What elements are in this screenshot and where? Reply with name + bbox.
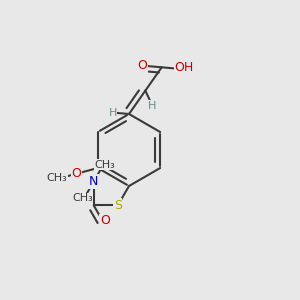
Text: O: O — [100, 214, 110, 227]
Text: H: H — [148, 100, 157, 111]
Text: CH₃: CH₃ — [94, 160, 116, 170]
Text: N: N — [89, 175, 98, 188]
Text: H: H — [108, 108, 117, 118]
Text: CH₃: CH₃ — [72, 194, 93, 203]
Text: CH₃: CH₃ — [47, 173, 68, 184]
Text: O: O — [71, 167, 81, 180]
Text: OH: OH — [175, 61, 194, 74]
Text: O: O — [137, 59, 147, 72]
Text: S: S — [114, 199, 122, 212]
